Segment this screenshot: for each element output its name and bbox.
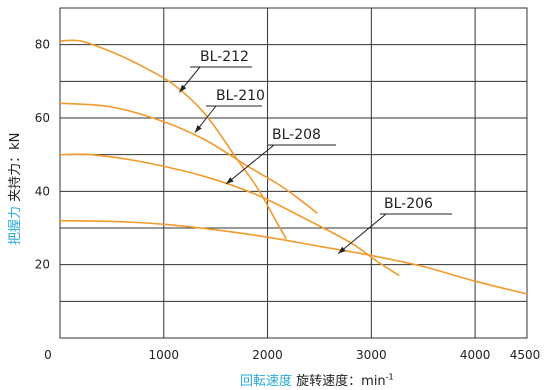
y-axis-label-secondary: 夹持力：kN bbox=[8, 132, 23, 202]
callout-leader bbox=[337, 213, 387, 255]
x-tick-label: 2000 bbox=[252, 348, 283, 362]
series-label-bl-206: BL-206 bbox=[384, 196, 433, 212]
series-line-bl-210 bbox=[59, 102, 318, 214]
x-tick-label: 3000 bbox=[356, 348, 387, 362]
y-tick-label: 20 bbox=[35, 258, 50, 272]
series-line-bl-206 bbox=[59, 219, 528, 295]
callout-leader bbox=[225, 144, 275, 185]
callout-arrowhead bbox=[338, 246, 346, 254]
x-tick-label: 0 bbox=[44, 348, 52, 362]
callout-arrowhead bbox=[179, 84, 187, 93]
callout-arrowhead bbox=[194, 125, 202, 133]
callout-arrowhead bbox=[226, 177, 234, 184]
x-axis-label: 回転速度 旋转速度：min-1 bbox=[240, 370, 394, 389]
y-tick-label: 80 bbox=[35, 38, 50, 52]
x-tick-label: 4500 bbox=[510, 348, 541, 362]
x-axis-label-secondary: 旋转速度：min bbox=[296, 374, 386, 389]
series-layer bbox=[59, 39, 528, 295]
series-label-bl-210: BL-210 bbox=[216, 88, 265, 104]
grid bbox=[59, 7, 528, 339]
callout-layer: BL-212 BL-210 BL-208 BL-206 bbox=[178, 49, 452, 255]
x-axis-label-exponent: -1 bbox=[385, 372, 394, 382]
series-line-bl-212 bbox=[59, 39, 287, 240]
x-tick-label: 4000 bbox=[460, 348, 491, 362]
series-label-bl-208: BL-208 bbox=[272, 127, 321, 143]
series-line-bl-208 bbox=[59, 153, 400, 277]
y-axis-label-primary: 把握力 bbox=[8, 205, 23, 245]
x-tick-label: 1000 bbox=[149, 348, 180, 362]
y-axis-label: 把握力 夹持力：kN bbox=[4, 133, 23, 245]
y-tick-label: 60 bbox=[35, 111, 50, 125]
plot-frame bbox=[59, 7, 528, 339]
x-axis-label-primary: 回転速度 bbox=[240, 374, 293, 389]
tick-layer: 0 1000 2000 3000 4000 4500 20 40 60 80 bbox=[35, 38, 541, 362]
series-label-bl-212: BL-212 bbox=[200, 49, 249, 65]
y-tick-label: 40 bbox=[35, 184, 50, 198]
